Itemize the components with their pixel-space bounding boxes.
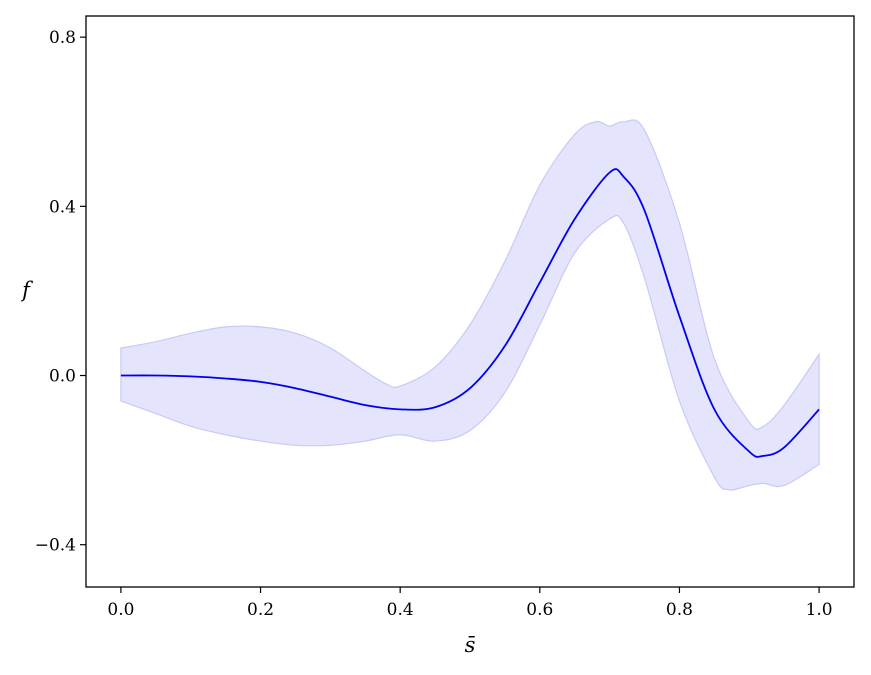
confidence-band-layer: [120, 119, 820, 491]
mean-line: [120, 168, 820, 458]
y-axis-label: f: [20, 278, 33, 302]
y-tick-label: 0.0: [49, 367, 76, 387]
y-tick-label: −0.4: [35, 536, 76, 556]
plot-frame: [85, 15, 855, 588]
y-tick-label: 0.4: [49, 197, 76, 217]
y-tick-label: 0.8: [49, 28, 76, 48]
mean-line-layer: [120, 168, 820, 458]
x-tick-label: 1.0: [806, 600, 833, 620]
x-tick-label: 0.6: [526, 600, 553, 620]
x-axis-label: s̄: [465, 633, 476, 657]
x-axis-ticks: 0.0 0.2 0.4 0.6 0.8 1.0: [107, 587, 833, 620]
x-tick-label: 0.4: [387, 600, 414, 620]
x-tick-label: 0.0: [107, 600, 134, 620]
y-axis-ticks: 0.8 0.4 0.0 −0.4: [35, 28, 86, 556]
confidence-band: [120, 119, 820, 491]
x-tick-label: 0.2: [247, 600, 274, 620]
x-tick-label: 0.8: [666, 600, 693, 620]
